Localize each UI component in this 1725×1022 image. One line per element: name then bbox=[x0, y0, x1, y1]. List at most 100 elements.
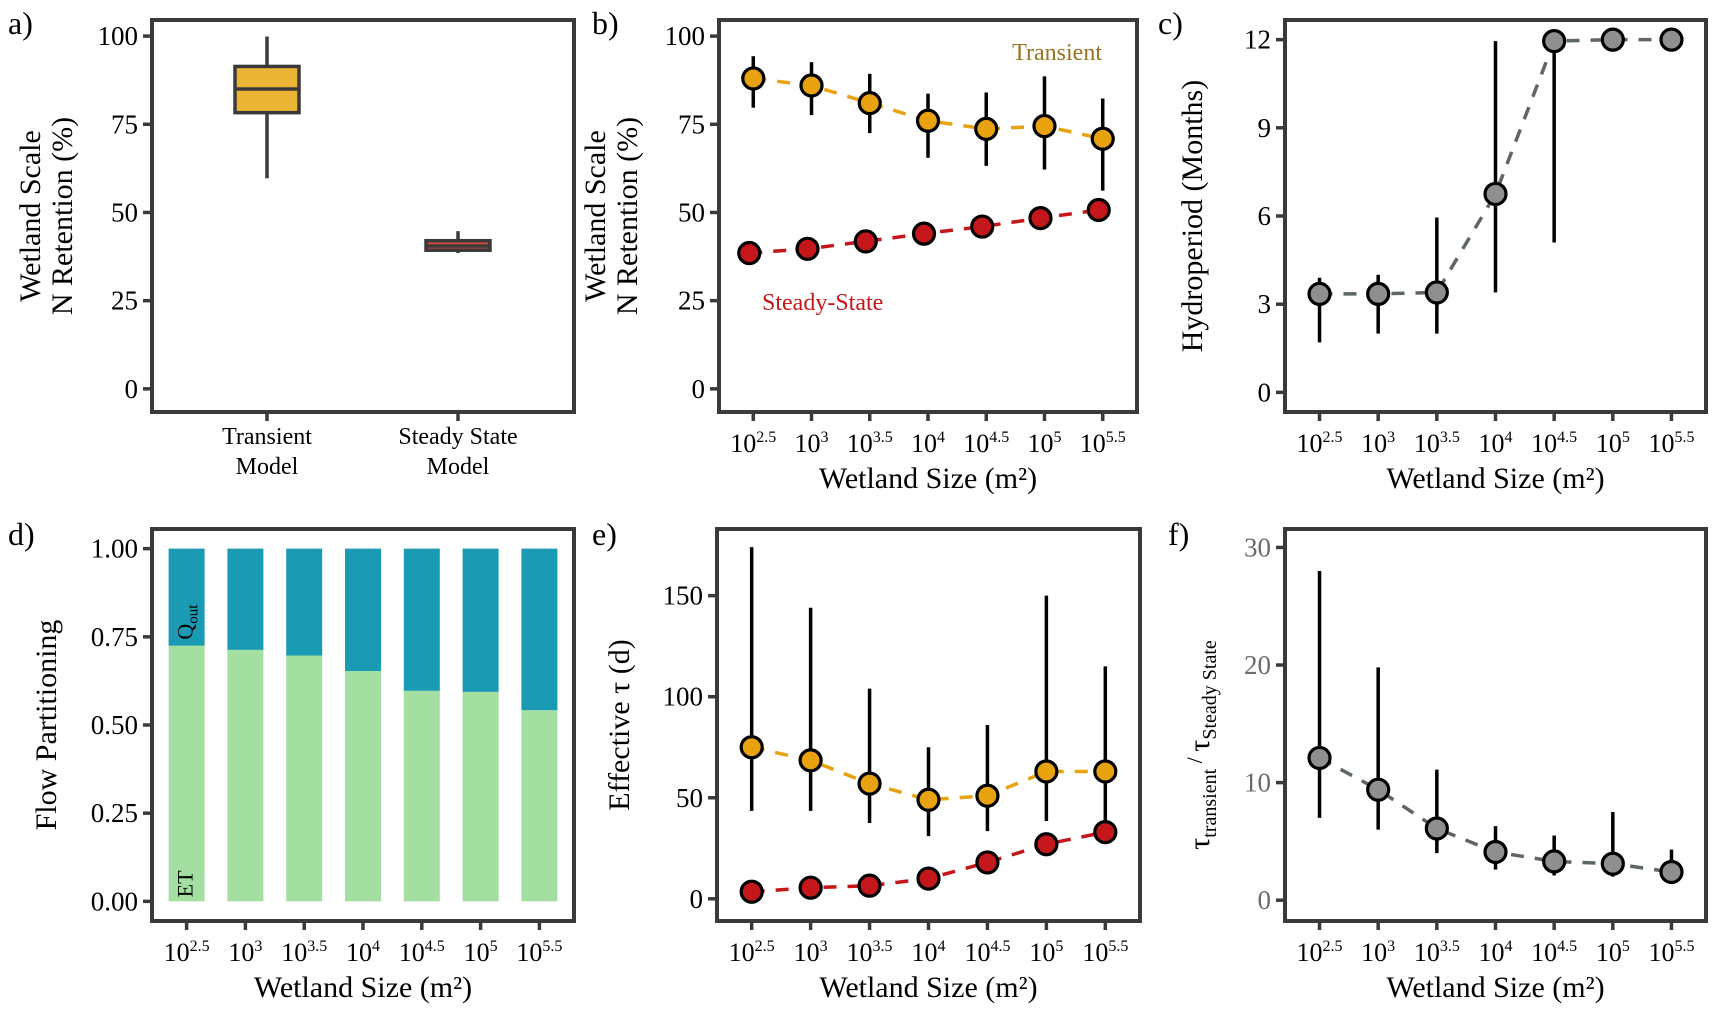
x-tick-label: 103.5 bbox=[1414, 429, 1460, 458]
bar-segment-et bbox=[345, 671, 381, 902]
x-tick-base: 10 bbox=[794, 938, 820, 967]
y-tick-label: 50 bbox=[678, 197, 705, 227]
y-tick-label: 0.75 bbox=[91, 622, 138, 652]
x-tick-exponent: 3.5 bbox=[307, 938, 327, 955]
y-tick-label: 75 bbox=[111, 109, 138, 139]
x-tick-base: 10 bbox=[1531, 938, 1557, 967]
y-tick-label: 100 bbox=[98, 21, 139, 51]
data-point bbox=[1086, 197, 1111, 223]
x-tick-exponent: 5 bbox=[1622, 938, 1630, 955]
data-point bbox=[975, 783, 1000, 808]
data-point bbox=[795, 236, 820, 261]
x-tick-base: 10 bbox=[1479, 429, 1505, 458]
x-tick-base: 10 bbox=[464, 938, 490, 967]
y-tick-label: 10 bbox=[1244, 768, 1271, 798]
y-tick-label: 30 bbox=[1244, 532, 1271, 562]
x-tick-exponent: 3.5 bbox=[873, 938, 893, 955]
data-point bbox=[741, 66, 766, 91]
x-tick-exponent: 2.5 bbox=[756, 429, 776, 446]
annotation-qout: Qout bbox=[173, 604, 202, 640]
series-ratio bbox=[1307, 570, 1684, 885]
data-point bbox=[1090, 126, 1115, 151]
bar-segment-et bbox=[286, 655, 323, 902]
panel-label: e) bbox=[592, 516, 617, 552]
data-point bbox=[1600, 27, 1625, 52]
data-point bbox=[975, 850, 1000, 875]
x-tick-base: 10 bbox=[1082, 938, 1108, 967]
data-point bbox=[1424, 280, 1449, 305]
x-tick-exponent: 3 bbox=[1387, 938, 1395, 955]
x-axis-title: Wetland Size (m²) bbox=[254, 971, 472, 1004]
y-tick-label: 9 bbox=[1258, 113, 1272, 143]
panel-label: c) bbox=[1158, 5, 1183, 41]
data-point bbox=[916, 866, 941, 891]
data-point bbox=[911, 221, 937, 246]
x-tick-label: 102.5 bbox=[729, 938, 775, 967]
x-tick-label: 105.5 bbox=[1648, 429, 1694, 458]
data-point bbox=[857, 91, 882, 116]
x-tick-exponent: 4.5 bbox=[989, 429, 1009, 446]
bar-segment-qout bbox=[345, 548, 381, 672]
x-tick-base: 10 bbox=[1596, 429, 1622, 458]
series-annotation-transient: Transient bbox=[1012, 40, 1102, 66]
x-tick-exponent: 5 bbox=[1053, 429, 1061, 446]
data-point bbox=[1600, 851, 1625, 876]
x-tick-exponent: 5.5 bbox=[1106, 429, 1126, 446]
ratio-numerator: τ bbox=[1183, 838, 1216, 850]
bar-segment-qout bbox=[227, 548, 264, 650]
x-tick-base: 10 bbox=[516, 938, 542, 967]
data-point bbox=[916, 787, 941, 812]
stacked-bar bbox=[403, 548, 440, 902]
panel-label: b) bbox=[592, 5, 619, 41]
x-tick-base: 10 bbox=[1479, 938, 1505, 967]
y-tick-label: 6 bbox=[1258, 201, 1272, 231]
x-tick-label: 103 bbox=[228, 938, 262, 967]
data-point bbox=[1366, 281, 1391, 306]
x-tick-exponent: 5.5 bbox=[1674, 938, 1694, 955]
bar-segment-et bbox=[462, 691, 499, 902]
x-tick-label: 104 bbox=[911, 429, 945, 458]
data-point bbox=[1659, 859, 1684, 885]
x-tick-label: 104.5 bbox=[1531, 938, 1577, 967]
data-point bbox=[970, 214, 995, 239]
data-point bbox=[1659, 27, 1684, 52]
y-tick-label: 0.00 bbox=[91, 886, 138, 916]
y-tick-label: 0 bbox=[690, 884, 704, 914]
x-tick-base: 10 bbox=[963, 429, 989, 458]
panel-label: f) bbox=[1168, 516, 1189, 552]
data-point bbox=[1424, 816, 1449, 841]
x-tick-label: 105 bbox=[464, 938, 498, 967]
bar-segment-qout bbox=[521, 548, 558, 711]
x-tick-base: 10 bbox=[1414, 429, 1440, 458]
ratio-denominator-sub: Steady State bbox=[1199, 640, 1221, 740]
y-tick-label: 1.00 bbox=[91, 534, 138, 564]
x-axis-title: Wetland Size (m²) bbox=[1386, 971, 1604, 1004]
data-point bbox=[737, 240, 762, 266]
x-tick-base: 10 bbox=[1361, 429, 1387, 458]
x-tick-label: 105 bbox=[1027, 429, 1061, 458]
panel-label: a) bbox=[8, 5, 33, 41]
y-tick-label: 3 bbox=[1258, 289, 1272, 319]
x-axis-title: Wetland Size (m²) bbox=[819, 462, 1037, 495]
x-tick-label: 104.5 bbox=[1531, 429, 1577, 458]
x-tick-base: 10 bbox=[729, 938, 755, 967]
series-hydroperiod bbox=[1307, 27, 1684, 343]
series-transient bbox=[741, 56, 1115, 191]
x-tick-label: 103.5 bbox=[281, 938, 327, 967]
stacked-bar bbox=[345, 548, 381, 902]
x-tick-exponent: 5.5 bbox=[542, 938, 562, 955]
y-tick-label: 50 bbox=[111, 197, 138, 227]
x-tick-label: Transient bbox=[222, 424, 312, 450]
annotation-et: ET bbox=[173, 870, 198, 897]
data-point bbox=[1093, 820, 1118, 845]
x-tick-exponent: 2.5 bbox=[1323, 938, 1343, 955]
data-point bbox=[857, 873, 882, 898]
data-point bbox=[1028, 206, 1053, 231]
series-steady-state bbox=[737, 197, 1111, 266]
y-tick-label: 12 bbox=[1244, 25, 1271, 55]
y-tick-label: 100 bbox=[665, 21, 706, 51]
x-tick-exponent: 4 bbox=[1505, 429, 1513, 446]
